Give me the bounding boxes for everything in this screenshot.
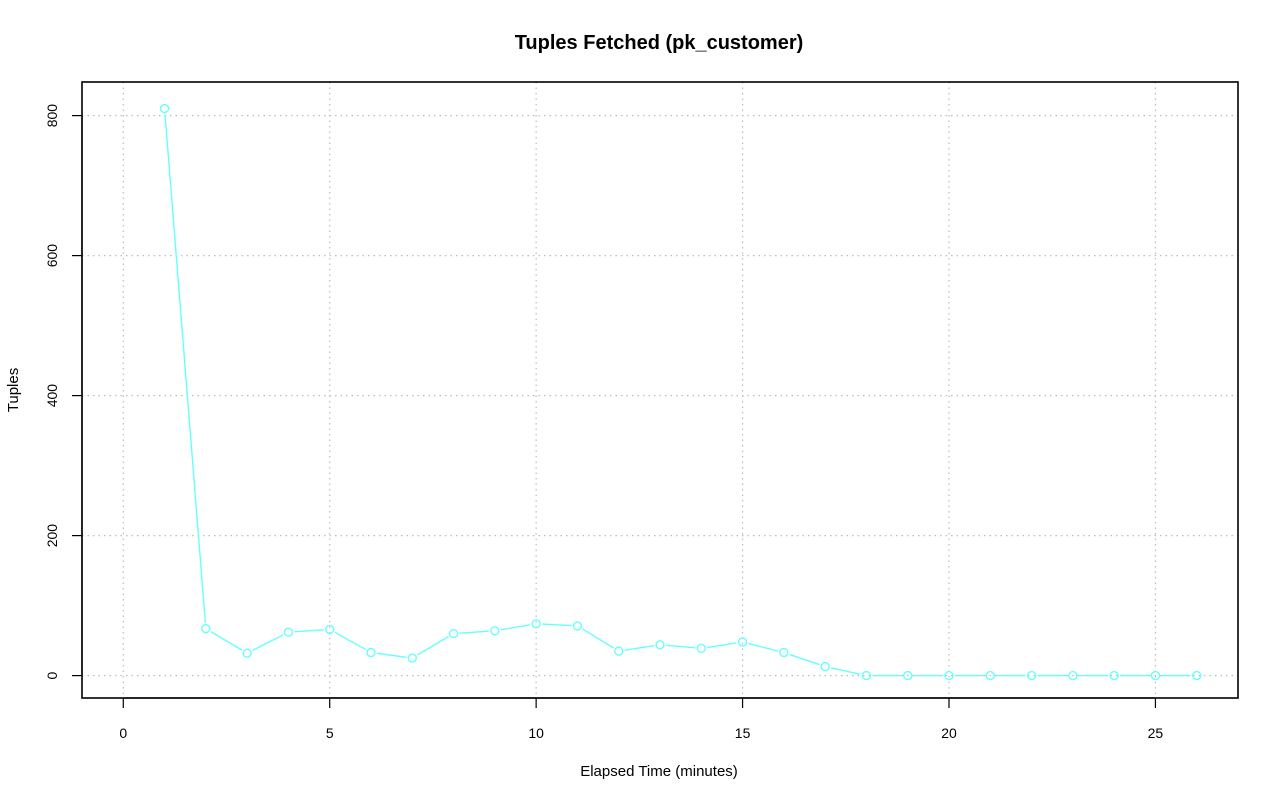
data-point <box>490 626 500 636</box>
x-tick-label: 10 <box>528 725 544 741</box>
series-line-segment <box>789 653 820 666</box>
series-line-segment <box>665 644 696 649</box>
data-point <box>325 624 335 635</box>
data-point <box>779 647 789 658</box>
y-tick-label: 200 <box>44 524 60 548</box>
data-point <box>366 647 376 658</box>
data-point <box>283 627 294 637</box>
x-tick-label: 20 <box>941 725 957 741</box>
data-point <box>1026 670 1037 681</box>
series-line-segment <box>830 667 861 675</box>
series-line-segment <box>748 642 779 652</box>
data-point <box>531 619 541 629</box>
series-line-segment <box>417 636 449 656</box>
data-point <box>820 661 830 672</box>
series-line-segment <box>210 631 243 651</box>
x-tick-label: 15 <box>735 725 751 741</box>
series-line-segment <box>582 628 614 649</box>
series-line-segment <box>500 624 531 631</box>
data-point <box>242 648 252 658</box>
series-layer <box>159 103 1202 681</box>
data-point <box>1150 670 1161 681</box>
y-tick-label: 0 <box>44 671 60 679</box>
data-point <box>448 628 459 639</box>
data-point <box>985 670 995 681</box>
data-point <box>861 670 872 681</box>
data-point <box>614 646 624 656</box>
data-point <box>696 643 706 653</box>
x-tick-label: 25 <box>1148 725 1164 741</box>
y-axis: 0 200 400 600 800 <box>44 104 83 679</box>
x-axis: 0 5 10 15 20 25 <box>119 697 1164 741</box>
plot-frame <box>81 81 1239 699</box>
data-point <box>1109 670 1119 681</box>
data-point <box>572 621 583 631</box>
series-line-segment <box>376 652 407 658</box>
y-tick-label: 800 <box>44 104 60 128</box>
y-tick-label: 400 <box>44 384 60 408</box>
y-axis-label: Tuples <box>5 368 22 412</box>
x-tick-label: 0 <box>119 725 127 741</box>
data-point <box>407 653 417 663</box>
chart-title: Tuples Fetched (pk_customer) <box>515 32 804 54</box>
x-axis-label: Elapsed Time (minutes) <box>580 763 738 780</box>
series-line-segment <box>459 630 489 634</box>
y-tick-label: 600 <box>44 244 60 268</box>
data-point <box>159 103 170 114</box>
series-1 <box>159 103 1202 681</box>
series-line-segment <box>624 645 655 651</box>
series-line-segment <box>294 629 324 633</box>
x-tick-label: 5 <box>326 725 334 741</box>
data-point <box>1068 670 1078 681</box>
series-line-segment <box>164 114 207 623</box>
data-point <box>201 624 211 634</box>
data-point <box>1192 670 1202 681</box>
series-line-segment <box>542 623 572 627</box>
series-line-segment <box>334 631 367 651</box>
data-point <box>903 670 913 681</box>
series-line-segment <box>707 642 737 649</box>
series-line-segment <box>252 634 284 652</box>
grid-lines <box>82 82 1238 698</box>
data-point <box>655 640 665 650</box>
data-point <box>944 670 954 681</box>
data-point <box>737 637 748 647</box>
